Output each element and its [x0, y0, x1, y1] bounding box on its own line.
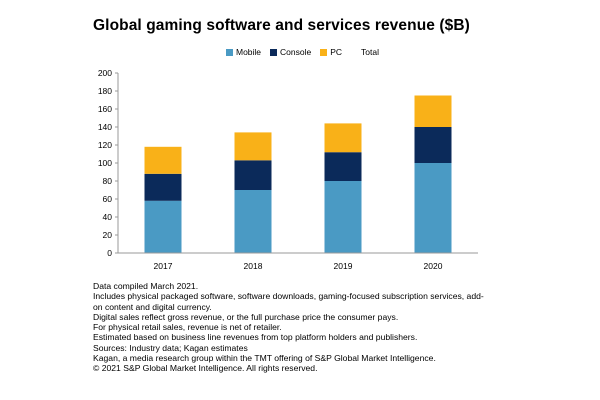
- x-tick-label: 2019: [334, 261, 353, 271]
- chart-legend: Mobile Console PC Total: [226, 47, 388, 57]
- note-line: For physical retail sales, revenue is ne…: [93, 322, 282, 333]
- x-tick-label: 2018: [244, 261, 263, 271]
- note-line: Kagan, a media research group within the…: [93, 353, 436, 364]
- legend-label-console: Console: [280, 47, 312, 57]
- x-tick-label: 2017: [154, 261, 173, 271]
- y-tick-label: 120: [98, 140, 112, 150]
- chart-notes: Data compiled March 2021. Includes physi…: [93, 281, 523, 374]
- note-line: on content and digital currency.: [93, 301, 212, 312]
- y-tick-label: 60: [103, 194, 113, 204]
- legend-swatch-pc: [320, 48, 328, 56]
- legend-item-total: Total: [351, 47, 379, 57]
- note-line: Sources: Industry data; Kagan estimates: [93, 342, 248, 353]
- bar-series-group: [144, 95, 452, 253]
- y-tick-label: 160: [98, 104, 112, 114]
- legend-label-total: Total: [361, 47, 380, 57]
- y-tick-label: 20: [103, 230, 113, 240]
- bar-pc-2020: [414, 95, 452, 127]
- bar-console-2018: [234, 160, 272, 190]
- y-axis: 0 20 40 60 80 100 120 140 160 180 200: [98, 68, 119, 258]
- y-tick-label: 0: [107, 248, 112, 258]
- y-tick-label: 180: [98, 86, 112, 96]
- bar-pc-2017: [144, 146, 182, 174]
- bar-mobile-2019: [324, 181, 362, 253]
- legend-item-pc: PC: [320, 47, 342, 57]
- y-tick-label: 100: [98, 158, 112, 168]
- note-line: Estimated based on business line revenue…: [93, 332, 418, 343]
- bar-pc-2019: [324, 123, 362, 153]
- legend-label-mobile: Mobile: [236, 47, 262, 57]
- y-tick-label: 200: [98, 68, 112, 78]
- bar-mobile-2018: [234, 190, 272, 253]
- bar-console-2017: [144, 173, 182, 201]
- y-tick-label: 40: [103, 212, 113, 222]
- note-line: Includes physical packaged software, sof…: [93, 291, 484, 302]
- legend-label-pc: PC: [330, 47, 343, 57]
- y-tick-label: 140: [98, 122, 112, 132]
- bar-console-2020: [414, 127, 452, 163]
- bar-mobile-2020: [414, 163, 452, 253]
- x-axis: 2017 2018 2019 2020: [118, 252, 478, 271]
- bar-mobile-2017: [144, 200, 182, 253]
- legend-swatch-mobile: [226, 48, 233, 56]
- y-tick-label: 80: [103, 176, 113, 186]
- note-line: © 2021 S&P Global Market Intelligence. A…: [93, 363, 318, 374]
- legend-item-console: Console: [270, 47, 311, 57]
- bar-pc-2018: [234, 132, 272, 161]
- note-line: Data compiled March 2021.: [93, 281, 199, 291]
- legend-item-mobile: Mobile: [226, 47, 261, 57]
- x-tick-label: 2020: [424, 261, 443, 271]
- chart-title: Global gaming software and services reve…: [93, 17, 470, 34]
- note-line: Digital sales reflect gross revenue, or …: [93, 311, 399, 322]
- bar-console-2019: [324, 152, 362, 181]
- legend-swatch-console: [270, 48, 278, 56]
